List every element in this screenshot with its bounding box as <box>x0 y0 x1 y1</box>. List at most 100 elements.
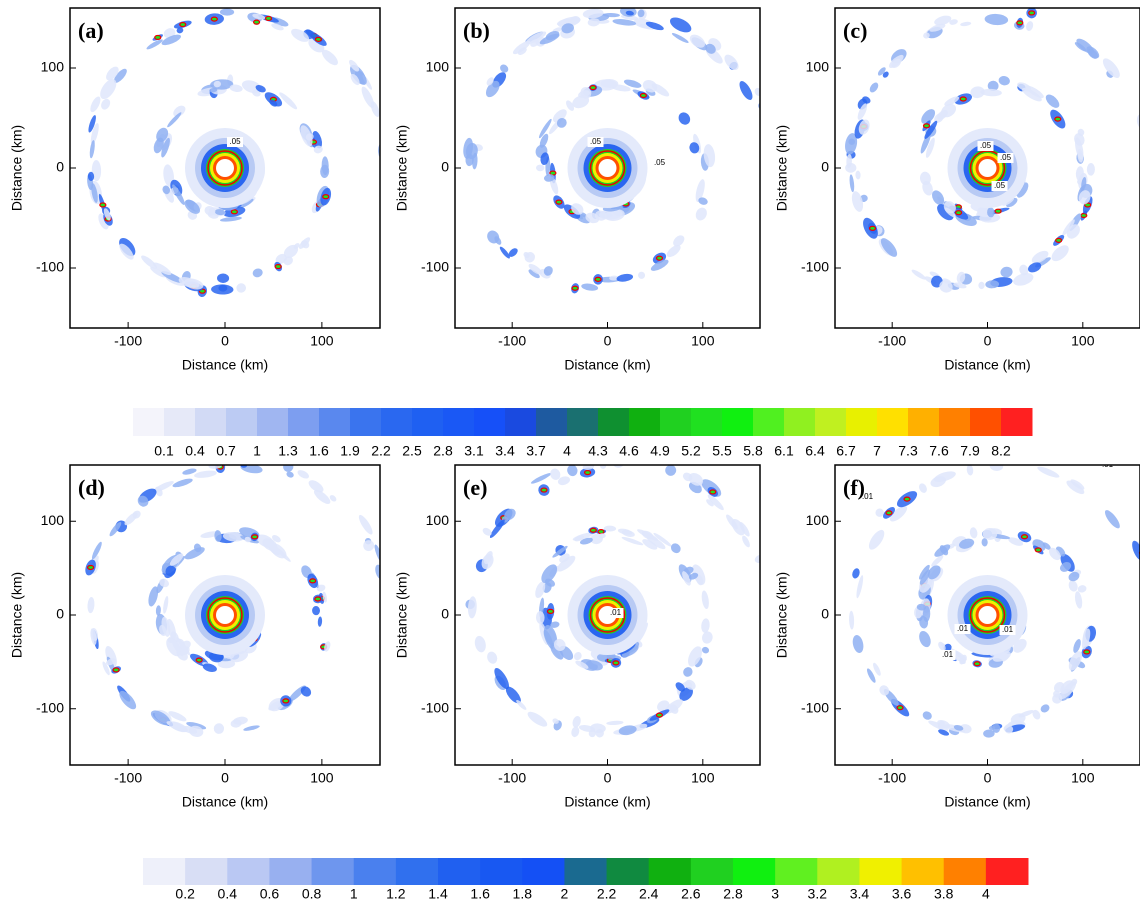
rainband-cell <box>557 476 571 486</box>
convective-cell <box>597 529 605 535</box>
contour-label: .01 <box>1102 460 1114 469</box>
rainband-cell <box>670 543 681 554</box>
rainband-cell <box>361 86 375 109</box>
rainband-cell <box>484 551 493 565</box>
rainband-cell <box>528 269 540 279</box>
convective-cell <box>571 285 579 291</box>
rainband-cell <box>970 86 985 99</box>
rainband-cell <box>969 527 978 539</box>
rainband-cell <box>600 79 619 89</box>
colorbar-tick-label: 2.2 <box>371 443 391 459</box>
rainband-cell <box>603 525 617 532</box>
rainband-cell <box>985 280 1000 289</box>
convective-cell <box>885 510 893 516</box>
rainband-cell <box>868 529 885 550</box>
rainband-cell <box>535 611 545 624</box>
rainband-cell <box>385 191 390 198</box>
rainband-cell <box>855 170 861 180</box>
rainband-cell <box>702 631 713 644</box>
colorbar-segment <box>722 408 754 436</box>
contour-label-bg <box>587 137 604 147</box>
rainband-cell <box>119 690 137 710</box>
rainband-cell <box>556 555 576 572</box>
x-tick-label: 0 <box>984 333 992 349</box>
rainband-cell <box>683 667 693 677</box>
rainband-cell <box>879 685 890 696</box>
rainband-cell <box>193 543 202 553</box>
rainband-cell <box>981 538 988 547</box>
x-tick-label: 100 <box>691 770 715 786</box>
colorbar-segment <box>185 858 228 885</box>
y-axis-label: Distance (km) <box>9 125 25 211</box>
rainband-cell <box>552 718 559 724</box>
rainband-cell <box>849 174 855 193</box>
convective-cell <box>583 469 592 476</box>
field <box>85 465 380 737</box>
rainband-cell <box>550 621 560 628</box>
colorbar-segment <box>784 408 816 436</box>
convective-cell <box>973 661 981 667</box>
rainband-cell <box>949 19 958 25</box>
rainband-cell <box>182 468 197 475</box>
rainband-cell <box>623 79 642 88</box>
rainband-cell <box>528 263 543 275</box>
y-tick-label: -100 <box>801 259 829 275</box>
rainband-cell <box>938 641 946 651</box>
colorbar-tick-label: 4.9 <box>650 443 670 459</box>
rainband-cell <box>621 645 639 658</box>
y-axis-label: Distance (km) <box>394 125 410 211</box>
rainband-cell <box>161 34 181 46</box>
rainband-cell <box>688 473 704 486</box>
convective-cell <box>386 184 392 188</box>
y-tick-label: 0 <box>821 159 829 175</box>
rainband-cell <box>474 635 486 653</box>
rainband-cell <box>625 10 634 16</box>
rainband-cell <box>90 123 99 145</box>
colorbar-segment <box>474 408 506 436</box>
rainband-cell <box>846 154 852 168</box>
rainband-cell <box>944 96 960 106</box>
colorbar-segment <box>381 408 413 436</box>
rainband-cell <box>552 109 567 123</box>
rainband-cell <box>1066 480 1085 495</box>
rainband-cell <box>214 209 226 216</box>
convective-cell <box>1055 237 1063 243</box>
rainband-cell <box>219 216 242 222</box>
rainband-cell <box>275 253 287 264</box>
colorbar-segment <box>567 408 599 436</box>
rainband-cell <box>758 102 760 110</box>
x-tick-label: 0 <box>221 333 229 349</box>
rainband-cell <box>1032 709 1041 720</box>
rainband-cell <box>579 537 593 545</box>
convective-cell <box>868 225 877 231</box>
rainband-cell <box>173 105 186 117</box>
rainband-cell <box>919 569 931 585</box>
colorbar-tick-label: 5.8 <box>743 443 763 459</box>
y-axis-label: Distance (km) <box>394 572 410 658</box>
rainband-cell <box>612 19 637 26</box>
colorbar-tick-label: 6.1 <box>774 443 794 459</box>
convective-cell <box>1034 547 1042 553</box>
rainband-cell <box>524 252 535 263</box>
colorbar-tick-label: 0.8 <box>302 886 322 902</box>
y-tick-label: 0 <box>56 606 64 622</box>
convective-cell <box>252 19 261 25</box>
rainband-cell <box>599 208 623 220</box>
y-tick-label: -100 <box>801 699 829 715</box>
rainband-cell <box>229 84 243 92</box>
colorbar-segment <box>164 408 196 436</box>
colorbar-tick-label: 1.8 <box>513 886 533 902</box>
rainband-cell <box>291 28 310 42</box>
panel: .05 .05 (b) -100 0 100 -100 0 100 Distance (km) Di… <box>394 7 761 373</box>
rainband-cell <box>241 80 262 94</box>
rainband-cell <box>500 64 509 73</box>
rainband-cell <box>504 508 516 521</box>
eyewall-ring <box>598 159 617 177</box>
colorbar-tick-label: 0.4 <box>185 443 205 459</box>
rainband-cell <box>645 21 664 31</box>
colorbar-tick-label: 7.9 <box>960 443 980 459</box>
rainband-cell <box>573 652 582 661</box>
rainband-cell <box>1025 85 1044 99</box>
rainband-cell <box>911 269 926 280</box>
x-tick-label: 100 <box>310 770 334 786</box>
